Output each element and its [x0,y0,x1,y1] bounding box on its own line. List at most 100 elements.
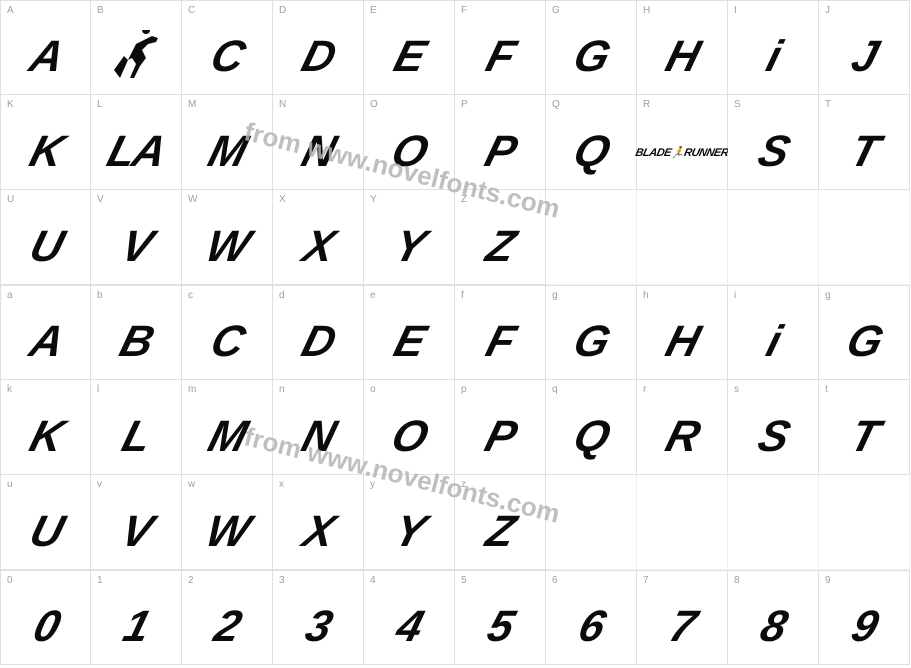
cell-label: z [461,479,466,490]
cell-label: B [97,5,104,16]
cell-label: 9 [825,575,831,586]
cell-label: X [279,194,286,205]
glyph-cell: QQ [546,95,637,190]
glyph: A [24,317,67,367]
glyph-cell: hH [637,285,728,380]
glyph-cell: XX [273,190,364,285]
glyph-cell: CC [182,0,273,95]
cell-label: R [643,99,650,110]
glyph: D [296,32,339,82]
glyph-cell [728,190,819,285]
glyph-cell: nN [273,380,364,475]
cell-label: Z [461,194,467,205]
glyph-cell: PP [455,95,546,190]
glyph: E [389,32,430,82]
glyph-cell: 77 [637,570,728,665]
glyph: S [753,127,794,177]
glyph: V [116,222,157,272]
glyph-cell: sS [728,380,819,475]
glyph: V [116,507,157,557]
cell-label: M [188,99,196,110]
cell-label: 8 [734,575,740,586]
cell-label: e [370,290,376,301]
cell-label: Y [370,194,377,205]
glyph: F [481,317,519,367]
cell-label: d [279,290,285,301]
cell-label: 7 [643,575,649,586]
glyph-cell: bB [91,285,182,380]
glyph-cell: KK [0,95,91,190]
cell-label: V [97,194,104,205]
cell-label: K [7,99,14,110]
cell-label: c [188,290,193,301]
glyph: H [660,32,703,82]
glyph: R [660,412,703,462]
glyph: M [203,412,251,462]
glyph-cell: 66 [546,570,637,665]
glyph: T [845,412,883,462]
glyph: Y [389,507,430,557]
cell-label: i [734,290,736,301]
cell-label: f [461,290,464,301]
glyph: 8 [755,602,791,652]
glyph-cell: kK [0,380,91,475]
glyph: 4 [391,602,427,652]
glyph: 0 [28,602,64,652]
glyph-cell: gG [819,285,910,380]
cell-label: G [552,5,560,16]
cell-label: I [734,5,737,16]
glyph-cell: GG [546,0,637,95]
glyph-cell: xX [273,475,364,570]
cell-label: w [188,479,195,490]
glyph: E [389,317,430,367]
cell-label: x [279,479,284,490]
glyph: Z [481,507,519,557]
glyph-cell: 22 [182,570,273,665]
glyph: Q [568,127,614,177]
glyph: P [480,127,521,177]
glyph-cell: tT [819,380,910,475]
glyph: U [24,222,67,272]
cell-label: H [643,5,650,16]
glyph-cell: fF [455,285,546,380]
glyph: C [205,32,248,82]
blade-runner-logo: BLADE🏃RUNNER [634,146,729,159]
cell-label: n [279,384,285,395]
cell-label: J [825,5,830,16]
glyph: Q [568,412,614,462]
glyph-cell [819,190,910,285]
glyph-cell: UU [0,190,91,285]
cell-label: D [279,5,286,16]
cell-label: v [97,479,102,490]
glyph: W [201,222,254,272]
glyph-cell: ZZ [455,190,546,285]
cell-label: b [97,290,103,301]
glyph-cell [546,475,637,570]
glyph: A [24,32,67,82]
cell-label: s [734,384,739,395]
cell-label: p [461,384,467,395]
charmap-section-uppercase: AABCCDDEEFFGGHHIiJJKKLLAMMNNOOPPQQRBLADE… [0,0,911,285]
cell-label: O [370,99,378,110]
cell-label: C [188,5,195,16]
glyph-cell: 55 [455,570,546,665]
cell-label: 6 [552,575,558,586]
glyph-cell: VV [91,190,182,285]
glyph: W [201,507,254,557]
glyph: 7 [664,602,700,652]
glyph: L [117,412,155,462]
glyph: K [24,127,67,177]
glyph-cell: TT [819,95,910,190]
cell-label: N [279,99,286,110]
glyph-cell: 44 [364,570,455,665]
glyph-cell [728,475,819,570]
glyph: 1 [118,602,154,652]
glyph-cell: qQ [546,380,637,475]
cell-label: 4 [370,575,376,586]
cell-label: F [461,5,467,16]
glyph-cell: B [91,0,182,95]
glyph-cell: YY [364,190,455,285]
cell-label: t [825,384,828,395]
cell-label: k [7,384,12,395]
glyph-cell: 33 [273,570,364,665]
